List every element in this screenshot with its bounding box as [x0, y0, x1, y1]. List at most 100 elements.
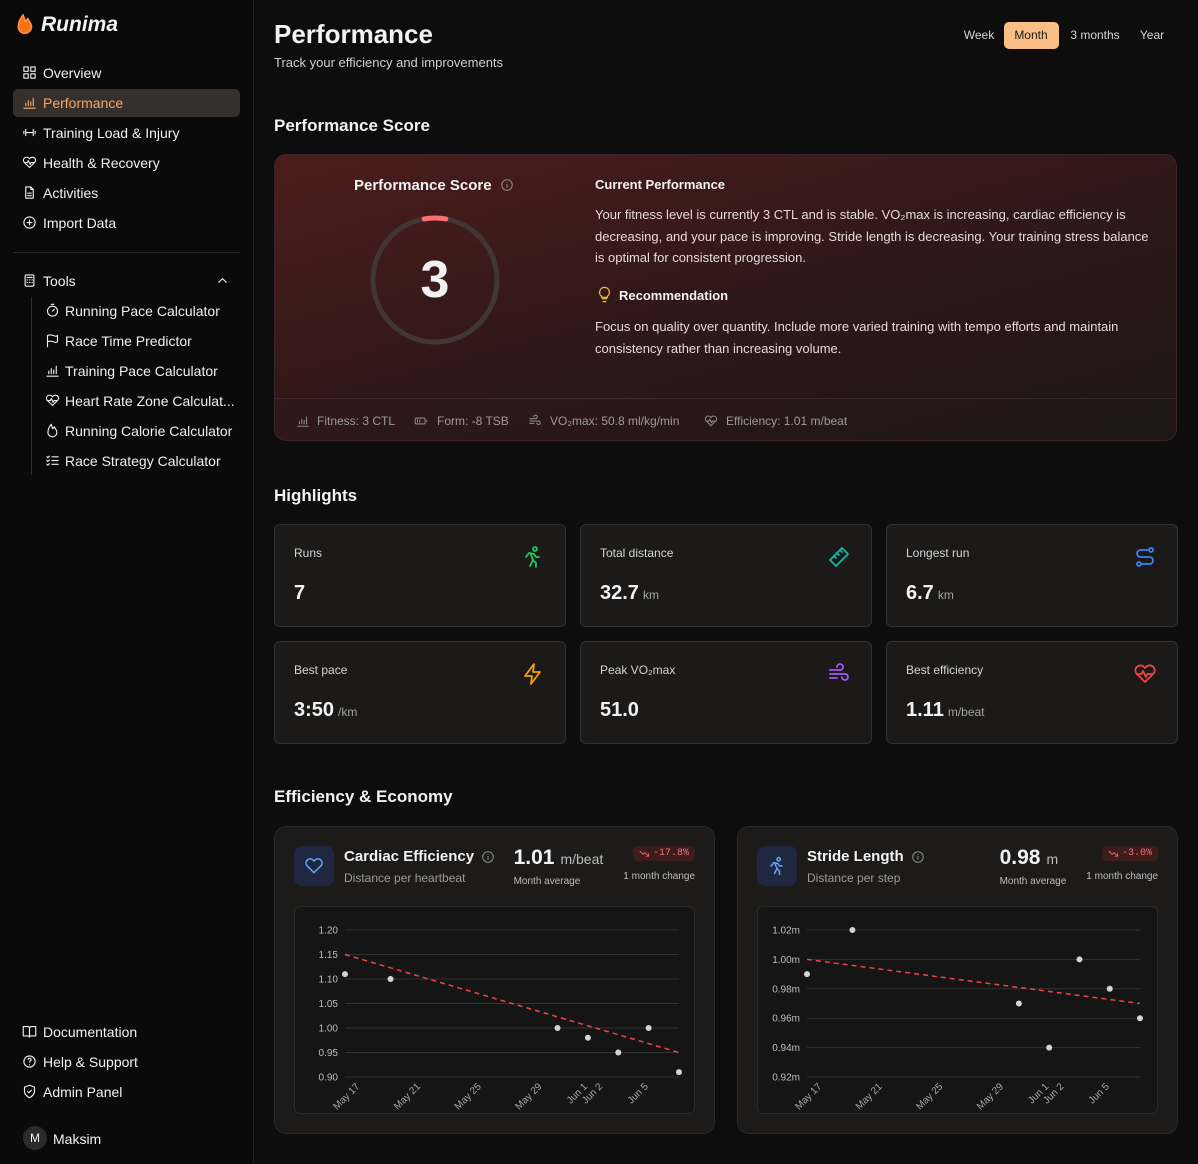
- icon-shape: [297, 416, 309, 427]
- highlight-label: Best pace: [294, 663, 348, 677]
- tools-title: Tools: [43, 273, 76, 289]
- icon: [22, 1025, 37, 1038]
- icon-shape: [46, 305, 59, 317]
- icon: [501, 179, 513, 191]
- icon: [24, 274, 35, 287]
- nav-item[interactable]: Training Load & Injury: [13, 119, 240, 147]
- highlight-value: 3:50: [294, 699, 335, 721]
- icon-shape: [1136, 549, 1154, 565]
- recommendation-text: Focus on quality over quantity. Include …: [595, 319, 1119, 356]
- icon: [46, 303, 59, 317]
- nav-label: Health & Recovery: [43, 155, 160, 171]
- icon-shape: [829, 547, 849, 567]
- nav-item[interactable]: Import Data: [13, 209, 240, 237]
- tool-item[interactable]: Race Strategy Calculator: [35, 447, 240, 475]
- nav-label: Activities: [43, 185, 99, 201]
- icon: [17, 14, 33, 34]
- tool-label: Race Time Predictor: [65, 333, 192, 349]
- nav-item[interactable]: Performance: [13, 89, 240, 117]
- icon: [829, 547, 849, 567]
- score-ring: [370, 215, 500, 345]
- icon: [305, 858, 323, 874]
- icon-shape: [23, 160, 35, 165]
- icon-shape: [598, 286, 611, 303]
- section-title: Performance Score: [274, 116, 430, 135]
- icon: [297, 416, 309, 427]
- change-badge: -3.0%: [1101, 846, 1158, 861]
- nav-item[interactable]: Health & Recovery: [13, 149, 240, 177]
- icon-shape: [776, 856, 782, 862]
- footer-label: Documentation: [43, 1024, 138, 1040]
- icon: [1134, 664, 1156, 683]
- highlight-label: Longest run: [906, 546, 970, 560]
- icon: [704, 415, 718, 427]
- icon-shape: [416, 419, 428, 423]
- sidebar: Runima Overview Performance Training Load &…: [0, 0, 254, 1164]
- icon-shape: [23, 1084, 36, 1099]
- footer-link[interactable]: Documentation: [13, 1018, 240, 1046]
- highlight-value: 51.0: [600, 699, 639, 721]
- icon: [22, 156, 37, 169]
- tool-item[interactable]: Running Pace Calculator: [35, 297, 240, 325]
- nav-label: Import Data: [43, 215, 117, 231]
- icon: [23, 216, 36, 229]
- icon-shape: [639, 850, 650, 857]
- nav-item[interactable]: Overview: [13, 59, 240, 87]
- period-tab[interactable]: 3 months: [1070, 28, 1120, 42]
- chart-subtitle: Distance per heartbeat: [344, 871, 466, 885]
- nav-label: Training Load & Injury: [43, 125, 180, 141]
- avg-caption: Month average: [999, 876, 1067, 887]
- page-title: Performance: [274, 19, 433, 49]
- highlight-value: 6.7: [906, 582, 934, 604]
- highlight-card: [274, 524, 566, 627]
- period-tab[interactable]: Year: [1139, 28, 1165, 42]
- icon-shape: [1134, 664, 1156, 683]
- period-tab[interactable]: Month: [1003, 22, 1059, 49]
- icon: [46, 365, 59, 377]
- section-title: Highlights: [274, 486, 358, 505]
- tools-rail: [31, 297, 32, 475]
- icon-shape: [17, 14, 33, 34]
- icon-shape: [22, 1025, 37, 1038]
- user-name[interactable]: Maksim: [53, 1131, 102, 1147]
- icon: [525, 546, 540, 568]
- highlight-card: [274, 641, 566, 744]
- icon-shape: [501, 179, 513, 191]
- highlight-value-row: 6.7 km: [906, 582, 954, 605]
- icon: [46, 334, 59, 348]
- avg-unit: m/beat: [560, 851, 604, 867]
- highlight-card: [886, 641, 1178, 744]
- period-tab[interactable]: Week: [963, 28, 995, 42]
- score-card: [274, 154, 1177, 441]
- icon: [23, 128, 36, 137]
- icon-shape: [1108, 850, 1119, 857]
- tools-toggle[interactable]: Tools: [13, 267, 240, 295]
- nav-item[interactable]: Activities: [13, 179, 240, 207]
- icon: [639, 850, 650, 857]
- highlight-unit: /km: [338, 705, 358, 719]
- icon: [911, 850, 924, 863]
- icon: [23, 97, 36, 109]
- tool-item[interactable]: Race Time Predictor: [35, 327, 240, 355]
- change-value: -3.0%: [1121, 848, 1152, 859]
- tool-label: Training Pace Calculator: [65, 363, 218, 379]
- icon-shape: [1135, 670, 1154, 678]
- icon-shape: [23, 1055, 36, 1068]
- highlight-value-row: 1.11 m/beat: [906, 699, 985, 722]
- chart-panel: [294, 906, 695, 1114]
- chart-title-row: Stride Length: [807, 848, 925, 865]
- tool-item[interactable]: Heart Rate Zone Calculat...: [35, 387, 240, 415]
- icon: [529, 414, 541, 425]
- avatar[interactable]: M: [23, 1126, 47, 1150]
- footer-link[interactable]: Admin Panel: [13, 1078, 240, 1106]
- score-card-title: Performance Score: [354, 177, 492, 194]
- icon-shape: [25, 186, 34, 199]
- footer-link[interactable]: Help & Support: [13, 1048, 240, 1076]
- tool-item[interactable]: Running Calorie Calculator: [35, 417, 240, 445]
- score-stat: Form: -8 TSB: [437, 414, 509, 428]
- tool-item[interactable]: Training Pace Calculator: [35, 357, 240, 385]
- icon-shape: [23, 216, 36, 229]
- tool-label: Running Calorie Calculator: [65, 423, 233, 439]
- ring-arc: [421, 215, 449, 222]
